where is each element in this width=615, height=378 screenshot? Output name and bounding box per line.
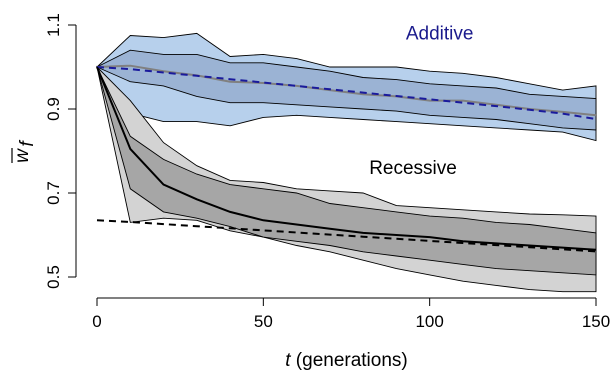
x-axis-title-unit: (generations) <box>291 350 408 371</box>
recessive-mean-line <box>96 66 597 251</box>
line-layer <box>96 64 597 253</box>
x-tick-label: 100 <box>415 312 443 331</box>
x-axis-title-variable: t <box>285 350 291 371</box>
y-tick-label: 0.5 <box>44 265 63 289</box>
ribbon-layer <box>95 32 597 293</box>
x-axis-title: t (generations) <box>285 350 408 371</box>
y-tick-label: 1.1 <box>44 13 63 37</box>
axes-layer: 0 50 100 150 0.5 0.7 0.9 1.1 <box>44 13 610 331</box>
y-axis-title-variable: w <box>12 148 33 163</box>
y-axis-title: wf <box>11 140 38 163</box>
additive-inner-band <box>95 49 597 131</box>
additive-mean-line <box>96 64 597 117</box>
series-annotation: Additive <box>406 24 474 45</box>
y-tick-label: 0.7 <box>44 181 63 205</box>
y-axis-title-subscript: f <box>17 140 38 147</box>
recessive-inner-band <box>96 66 597 276</box>
y-tick-label: 0.9 <box>44 97 63 121</box>
x-tick-label: 50 <box>254 312 273 331</box>
x-tick-label: 150 <box>582 312 610 331</box>
series-annotation: Recessive <box>369 158 457 179</box>
x-tick-label: 0 <box>92 312 101 331</box>
annotation-layer: Additive Recessive <box>369 24 473 179</box>
